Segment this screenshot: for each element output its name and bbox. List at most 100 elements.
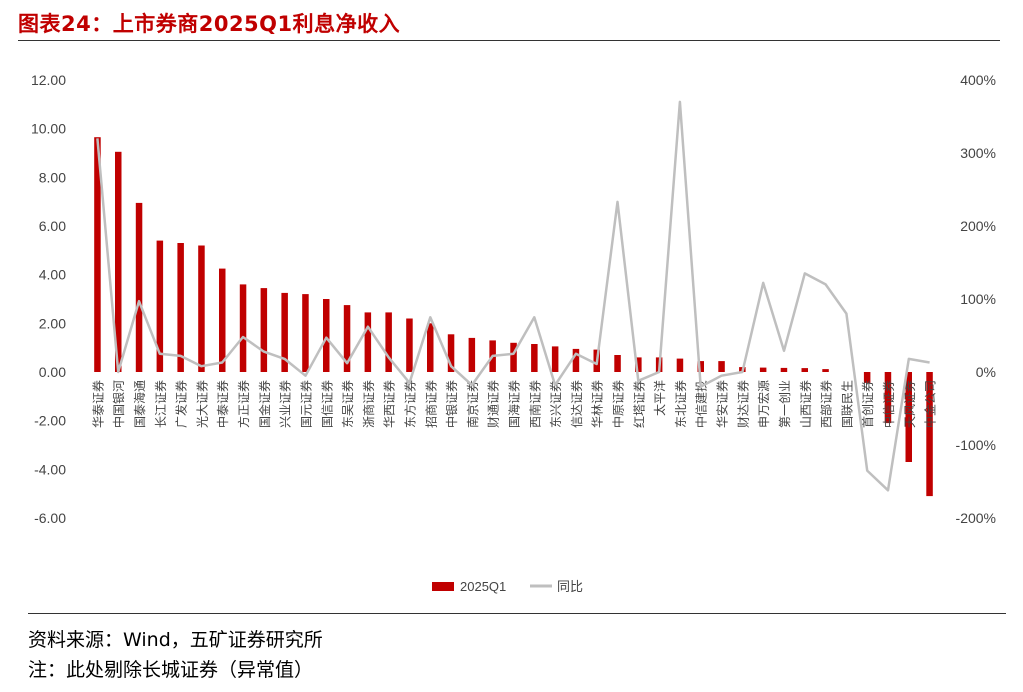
category-label: 华泰证券	[90, 380, 105, 428]
right-tick-label: 0%	[976, 364, 996, 380]
legend: 2025Q1 同比	[432, 579, 583, 594]
category-label: 西部证券	[819, 380, 834, 428]
chart-title: 图表24：上市券商2025Q1利息净收入	[18, 12, 401, 36]
category-label: 国信证券	[319, 380, 334, 428]
bar	[614, 355, 621, 372]
bar	[364, 312, 372, 372]
category-label: 中原证券	[611, 380, 626, 428]
left-tick-label: 4.00	[39, 267, 66, 283]
bar	[635, 357, 642, 372]
left-tick-label: 6.00	[39, 218, 66, 234]
category-label: 中国银河	[111, 380, 126, 428]
category-label: 红塔证券	[631, 380, 646, 428]
right-tick-label: 400%	[960, 72, 996, 88]
category-label: 中信证券	[881, 380, 896, 428]
category-label: 兴业证券	[278, 380, 293, 428]
bar	[323, 299, 330, 372]
category-label: 东吴证券	[340, 380, 355, 428]
legend-swatch-bar	[432, 582, 454, 591]
category-label: 浙商证券	[361, 380, 376, 428]
category-label: 中信建投	[694, 380, 709, 428]
bar	[219, 268, 226, 372]
bar	[863, 372, 871, 383]
right-tick-label: -100%	[956, 437, 996, 453]
category-label: 华西证券	[382, 380, 397, 428]
bar	[531, 344, 538, 372]
category-label: 方正证券	[236, 380, 251, 428]
bar	[239, 284, 247, 372]
bar	[406, 318, 413, 372]
category-label: 中泰证券	[215, 380, 230, 428]
category-label: 山西证券	[798, 380, 813, 428]
left-tick-label: -6.00	[34, 510, 66, 526]
left-tick-label: 12.00	[31, 72, 66, 88]
left-tick-label: 2.00	[39, 315, 66, 331]
bar	[115, 151, 122, 372]
category-label: 财通证券	[486, 380, 501, 428]
bar	[135, 202, 143, 372]
bar	[94, 137, 101, 372]
legend-label-line: 同比	[557, 579, 583, 594]
category-label: 国元证券	[299, 380, 314, 428]
chart-canvas: 12.00 10.00 8.00 6.00 4.00 2.00 0.00 -2.00 -4.00…	[31, 72, 996, 594]
category-label: 东兴证券	[548, 380, 563, 428]
category-label: 光大证券	[194, 380, 209, 428]
category-label: 招商证券	[423, 380, 438, 428]
right-tick-label: -200%	[956, 510, 996, 526]
title-divider	[18, 40, 1000, 41]
bar	[884, 372, 892, 424]
bar	[260, 288, 268, 372]
yoy-line-series	[96, 100, 930, 492]
bar	[551, 346, 559, 372]
category-label: 第一创业	[778, 380, 792, 428]
bar	[427, 323, 434, 372]
bar	[177, 243, 184, 372]
category-label: 申万宏源	[756, 380, 771, 428]
bar	[718, 361, 725, 372]
category-label: 中银证券	[444, 380, 459, 428]
category-label: 太平洋	[652, 380, 667, 416]
category-label: 天风证券	[902, 380, 917, 428]
bar	[697, 361, 704, 372]
category-label: 长江证券	[153, 380, 168, 428]
right-tick-label: 300%	[960, 145, 996, 161]
bar	[343, 305, 351, 372]
bar	[156, 240, 164, 372]
left-axis: 12.00 10.00 8.00 6.00 4.00 2.00 0.00 -2.00 -4.00…	[31, 72, 66, 526]
category-label: 广发证券	[174, 380, 189, 428]
left-tick-label: -2.00	[34, 413, 66, 429]
yoy-line	[96, 100, 930, 492]
category-labels: 华泰证券 中国银河 国泰海通 长江证券 广发证券 光大证券 中泰证券 方正证券 国金证券 兴业证券…	[90, 380, 937, 428]
category-label: 信达证券	[569, 380, 584, 428]
right-tick-label: 100%	[960, 291, 996, 307]
right-axis: 400% 300% 200% 100% 0% -100% -200%	[956, 72, 996, 526]
bar	[198, 245, 205, 372]
bar	[926, 372, 933, 497]
left-tick-label: 10.00	[31, 121, 66, 137]
category-label: 国联民生	[840, 380, 854, 428]
category-label: 东方证券	[403, 380, 418, 428]
bar	[572, 348, 580, 372]
footnote: 注：此处剔除长城证券（异常值）	[28, 659, 314, 681]
bar	[905, 372, 912, 462]
bar	[281, 292, 288, 372]
bar	[780, 367, 788, 372]
bar	[302, 294, 309, 372]
category-label: 西南证券	[527, 380, 542, 428]
category-label: 东北证券	[673, 380, 688, 428]
category-label: 中金公司	[923, 380, 938, 428]
legend-label-bar: 2025Q1	[460, 579, 506, 594]
left-tick-label: 0.00	[39, 364, 66, 380]
bar-series	[94, 137, 933, 497]
bar	[385, 312, 392, 372]
bar	[468, 337, 476, 372]
footer-divider	[28, 613, 1006, 614]
category-label: 国泰海通	[132, 380, 147, 428]
category-label: 南京证券	[465, 380, 480, 428]
source-note: 资料来源：Wind，五矿证券研究所	[28, 629, 323, 651]
bar	[801, 368, 808, 372]
right-tick-label: 200%	[960, 218, 996, 234]
left-tick-label: -4.00	[34, 461, 66, 477]
category-label: 首创证券	[860, 380, 875, 428]
bar	[759, 367, 767, 372]
